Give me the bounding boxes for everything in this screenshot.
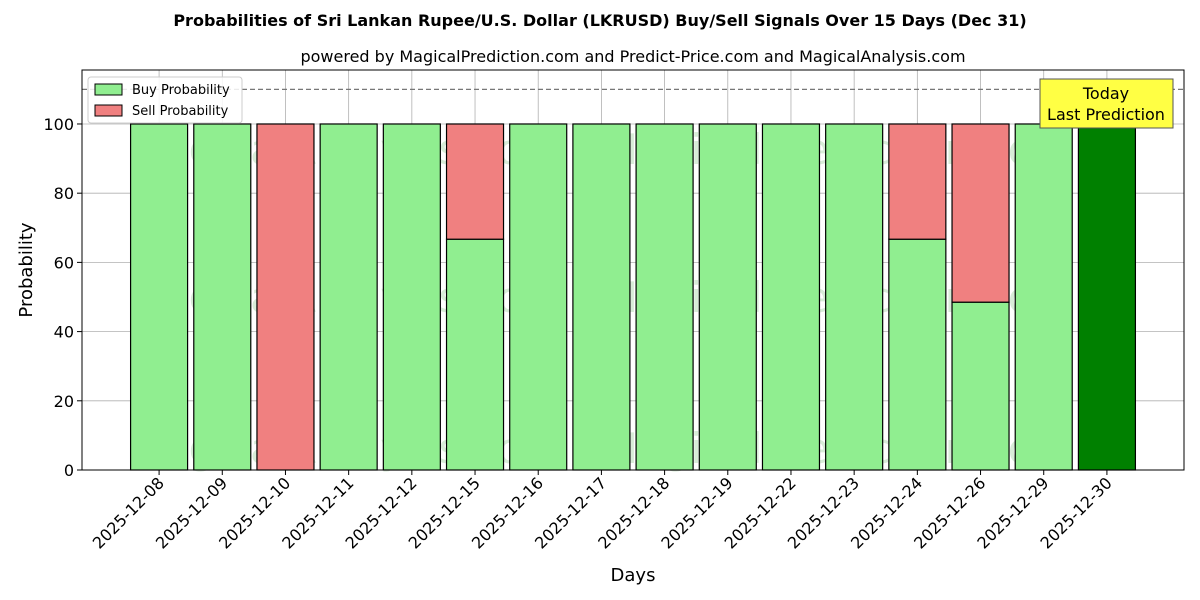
x-axis-label: Days	[611, 565, 656, 586]
legend-box	[87, 76, 243, 124]
annotation-line2: Last Prediction	[1047, 105, 1165, 124]
buy-legend-label: Buy Probability	[132, 83, 230, 98]
buy-bar	[193, 123, 252, 471]
y-tick-label: 80	[54, 184, 74, 203]
buy-bar	[382, 123, 441, 471]
buy-bar	[761, 123, 821, 471]
buy-bar	[509, 123, 568, 471]
sell-bar	[951, 123, 1010, 303]
buy-bar	[825, 123, 884, 471]
y-tick-label: 20	[54, 392, 74, 411]
y-tick-label: 40	[54, 323, 74, 342]
sell-bar	[256, 123, 315, 471]
chart-title: Probabilities of Sri Lankan Rupee/U.S. D…	[173, 11, 1026, 30]
chart-subtitle: powered by MagicalPrediction.com and Pre…	[300, 47, 965, 66]
legend: Buy Probability Sell Probability	[87, 76, 243, 124]
buy-bar	[445, 238, 505, 471]
buy-bar	[888, 238, 947, 471]
plot-frame	[81, 69, 1185, 471]
buy-bar	[129, 123, 189, 471]
y-axis-label: Probability	[16, 222, 37, 317]
y-tick-label: 100	[43, 115, 74, 134]
sell-bar	[888, 123, 947, 240]
buy-bar	[572, 123, 631, 471]
buy-bar	[1014, 123, 1073, 471]
annotation-line1: Today	[1082, 84, 1129, 103]
sell-bar	[445, 123, 505, 240]
y-tick-label: 0	[64, 461, 74, 480]
buy-legend-swatch	[94, 83, 123, 96]
today-annotation: Today Last Prediction	[1039, 78, 1174, 129]
buy-bar	[951, 301, 1010, 471]
buy-bar	[698, 123, 757, 471]
buy-bar	[635, 123, 694, 471]
sell-legend-label: Sell Probability	[132, 104, 229, 119]
y-tick-label: 60	[54, 253, 74, 272]
annotation-box	[1039, 78, 1174, 129]
sell-legend-swatch	[94, 104, 123, 117]
buy-bar	[319, 123, 378, 471]
buy-bar	[1077, 123, 1137, 471]
